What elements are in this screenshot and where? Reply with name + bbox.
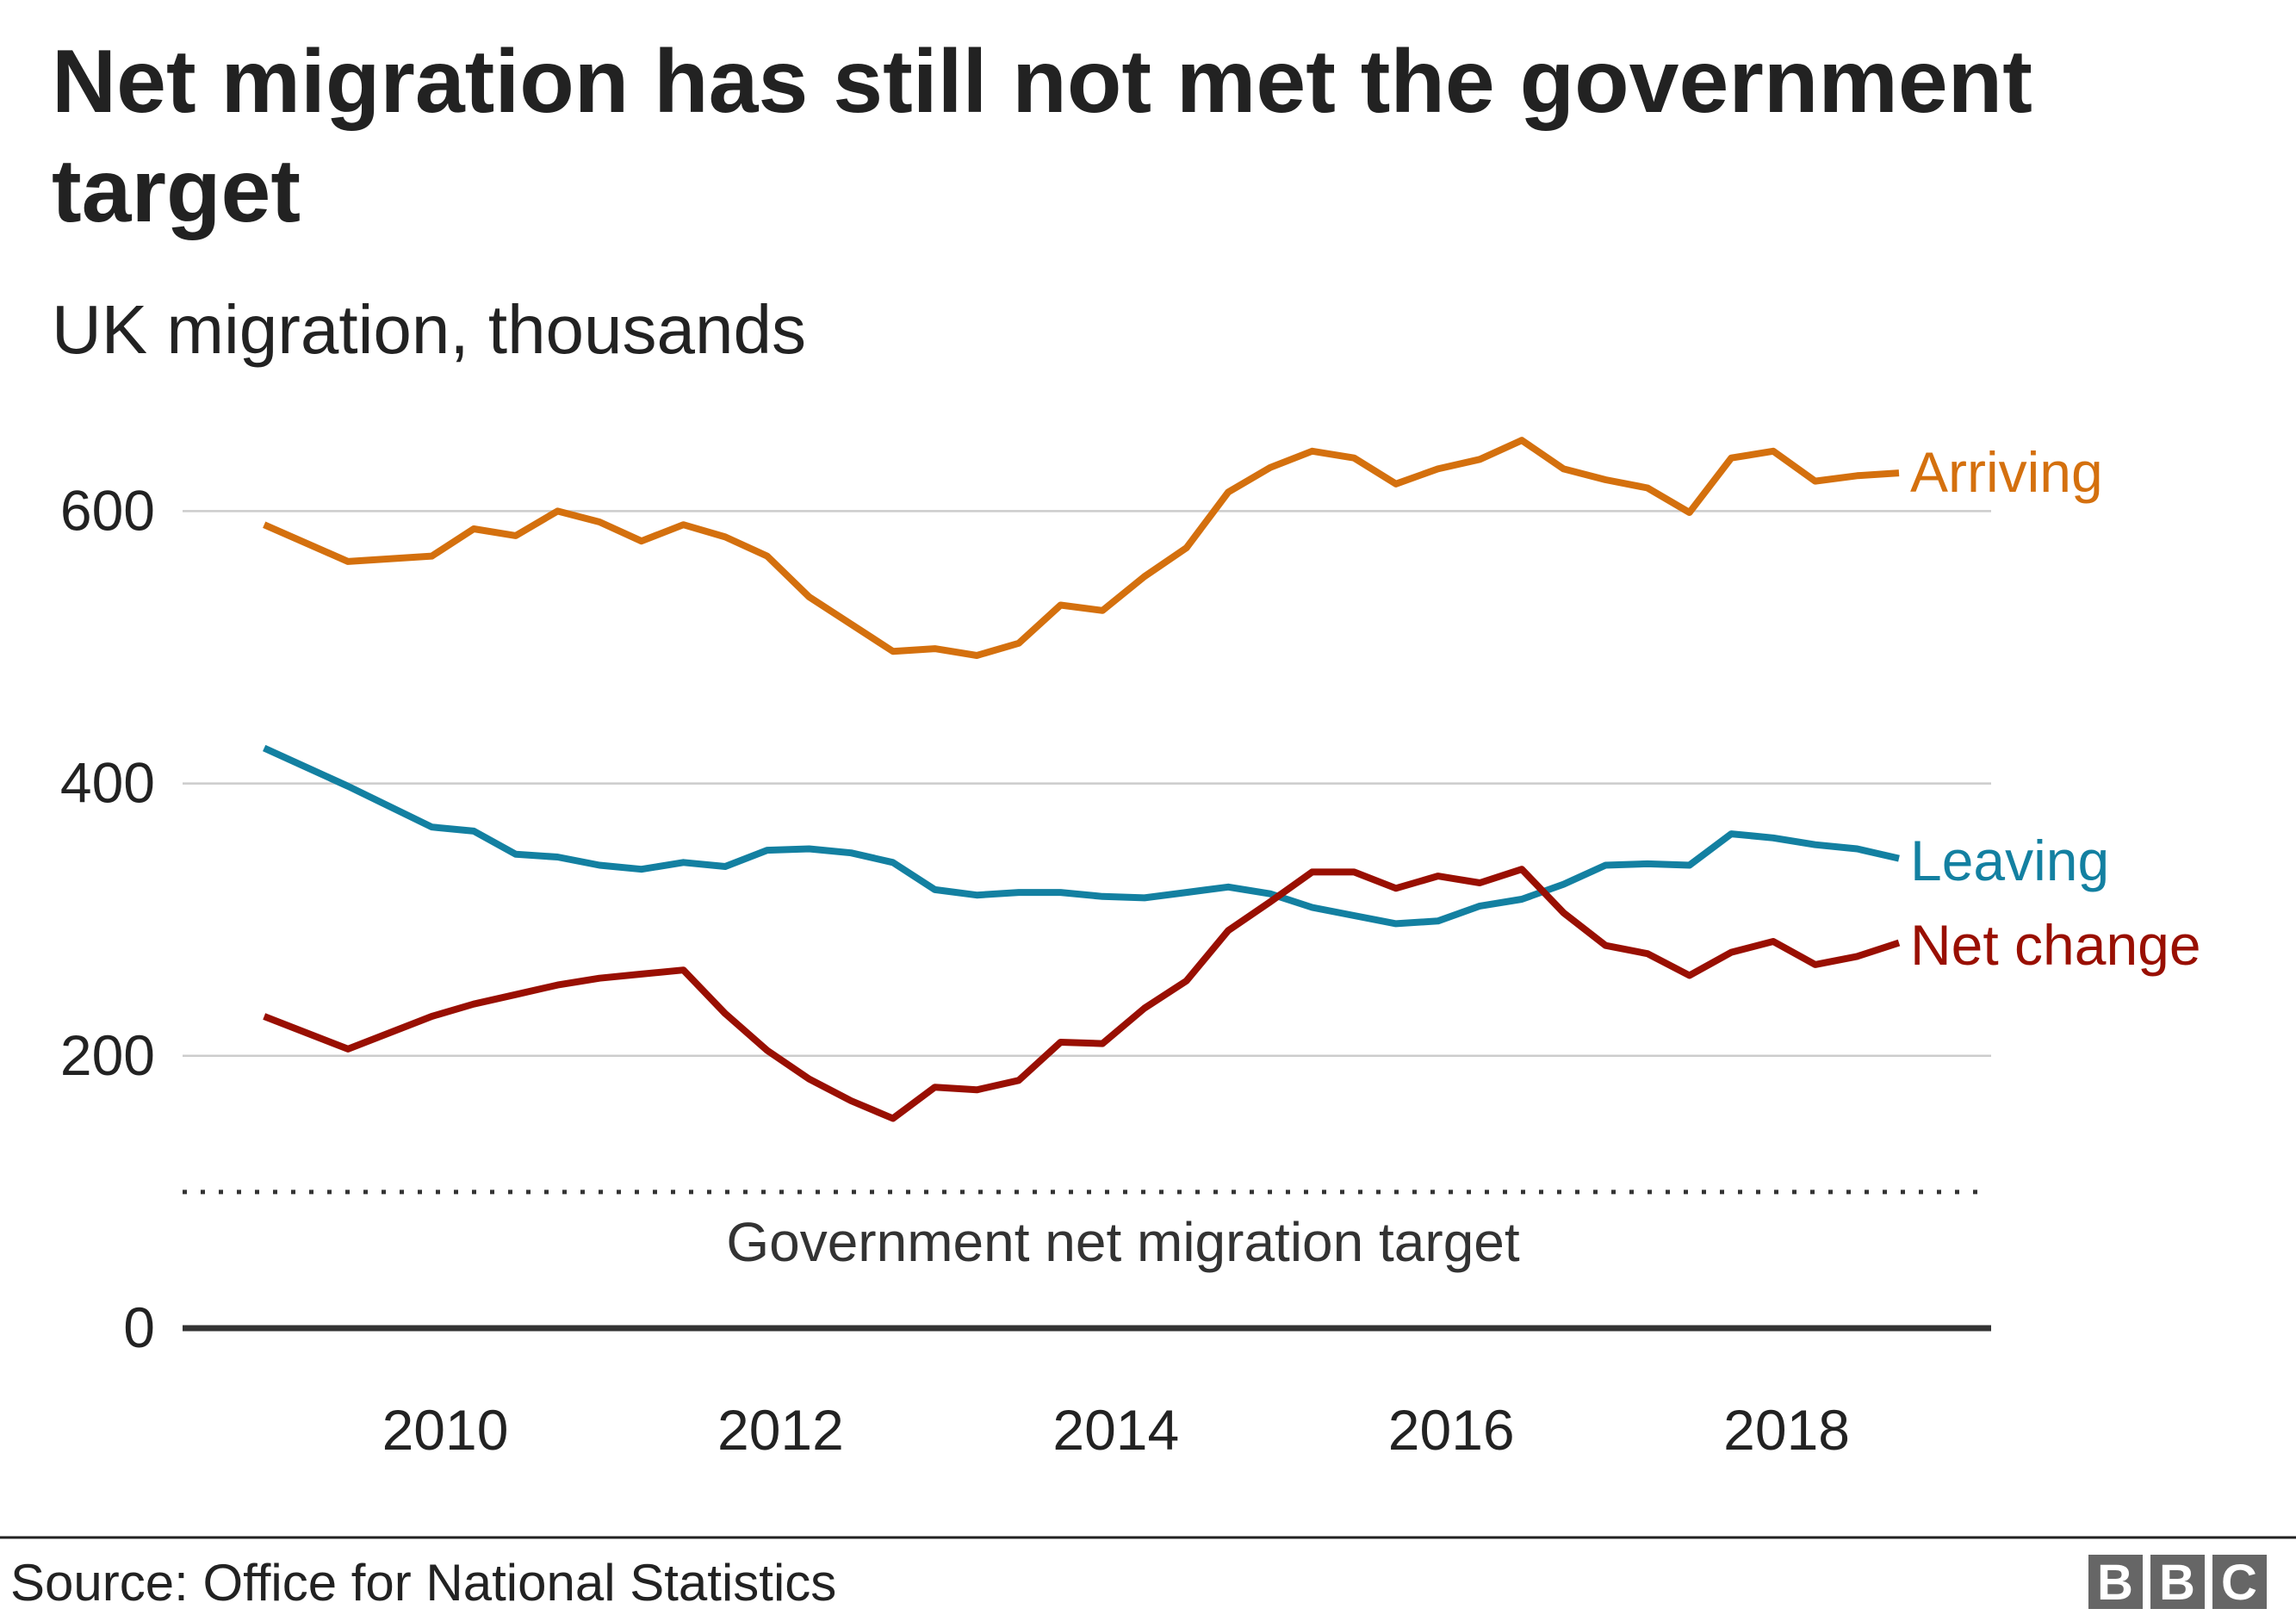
y-tick-label: 600 (60, 478, 155, 542)
target-annotation: Government net migration target (183, 1190, 1991, 1273)
y-tick-label: 200 (60, 1023, 155, 1087)
chart-subtitle: UK migration, thousands (52, 291, 806, 368)
series-line-net-change (263, 866, 1901, 1122)
series-line-leaving (263, 744, 1900, 928)
svg-text:B: B (2159, 1555, 2195, 1611)
series-line-arriving (263, 437, 1900, 659)
chart-title-line1: Net migration has still not met the gove… (52, 32, 2032, 132)
x-tick-label: 2010 (382, 1398, 509, 1462)
series-label: Net change (1910, 913, 2201, 977)
x-tick-label: 2012 (717, 1398, 844, 1462)
x-tick-label: 2016 (1388, 1398, 1515, 1462)
source-text: Source: Office for National Statistics (10, 1554, 836, 1612)
bbc-logo: B B C (2088, 1555, 2267, 1611)
svg-text:B: B (2097, 1555, 2133, 1611)
series-label: Leaving (1910, 829, 2109, 892)
target-label: Government net migration target (726, 1211, 1520, 1273)
svg-text:C: C (2221, 1555, 2257, 1611)
x-tick-label: 2014 (1052, 1398, 1179, 1462)
chart-title-line2: target (52, 141, 301, 241)
y-tick-label: 0 (123, 1295, 155, 1359)
y-tick-label: 400 (60, 751, 155, 815)
x-tick-label: 2018 (1723, 1398, 1850, 1462)
series-label: Arriving (1910, 440, 2103, 504)
